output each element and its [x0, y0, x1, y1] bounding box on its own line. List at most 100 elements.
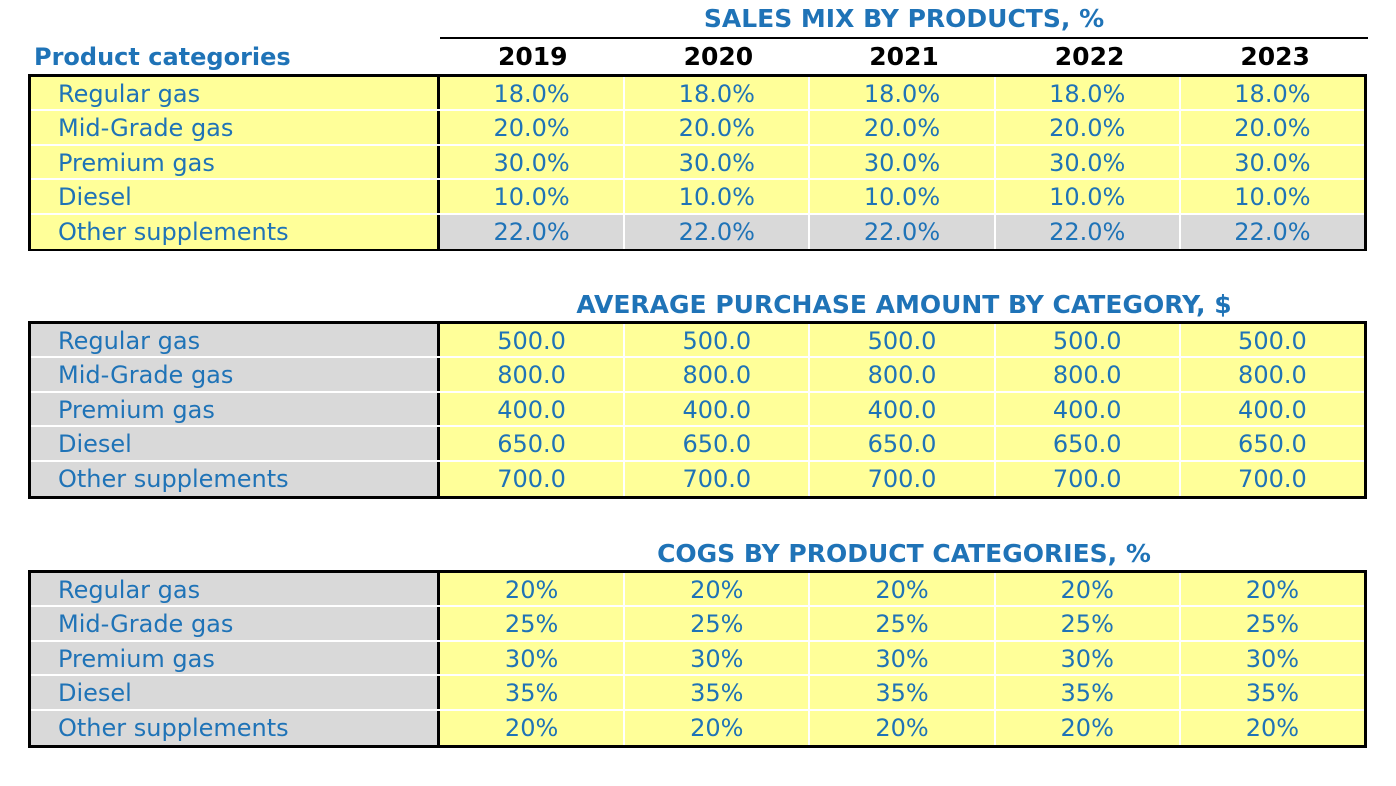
table-cell[interactable]: 20%: [1180, 573, 1365, 606]
table-cell[interactable]: 20%: [625, 710, 811, 745]
row-label: Diesel: [31, 427, 440, 460]
table-cell[interactable]: 700.0: [625, 461, 811, 496]
table-cell[interactable]: 20.0%: [1180, 111, 1365, 144]
table-cell[interactable]: 18.0%: [1180, 77, 1365, 110]
table-cell[interactable]: 10.0%: [440, 180, 626, 213]
table-row: Diesel 35% 35% 35% 35% 35%: [31, 676, 1365, 711]
table-cell[interactable]: 400.0: [995, 392, 1181, 426]
table-cell[interactable]: 18.0%: [625, 77, 811, 110]
table-cell[interactable]: 400.0: [810, 392, 996, 426]
table-cell: 22.0%: [625, 214, 811, 249]
table-cell[interactable]: 400.0: [625, 392, 811, 426]
table-cell[interactable]: 30%: [440, 641, 626, 675]
cogs-table: Regular gas 20% 20% 20% 20% 20% Mid-Grad…: [28, 570, 1367, 748]
row-label: Diesel: [31, 180, 440, 213]
table-cell[interactable]: 800.0: [1180, 358, 1365, 391]
sales-mix-title: SALES MIX BY PRODUCTS, %: [703, 4, 1105, 33]
table-cell[interactable]: 30%: [1180, 641, 1365, 675]
table-cell[interactable]: 30.0%: [810, 145, 996, 179]
table-cell[interactable]: 25%: [1180, 607, 1365, 640]
table-cell[interactable]: 25%: [995, 607, 1181, 640]
table-cell[interactable]: 20%: [440, 710, 626, 745]
table-cell: 22.0%: [1180, 214, 1365, 249]
table-cell[interactable]: 35%: [440, 676, 626, 709]
table-cell[interactable]: 650.0: [440, 427, 626, 460]
table-row: Regular gas 20% 20% 20% 20% 20%: [31, 573, 1365, 608]
table-row: Regular gas 500.0 500.0 500.0 500.0 500.…: [31, 324, 1365, 359]
year-header: 2019: [498, 42, 568, 71]
table-cell[interactable]: 30.0%: [625, 145, 811, 179]
table-cell[interactable]: 700.0: [810, 461, 996, 496]
table-row: Regular gas 18.0% 18.0% 18.0% 18.0% 18.0…: [31, 77, 1365, 112]
table-cell[interactable]: 25%: [440, 607, 626, 640]
table-cell[interactable]: 20.0%: [810, 111, 996, 144]
product-categories-header: Product categories: [34, 43, 291, 71]
row-label: Mid-Grade gas: [31, 111, 440, 144]
year-header: 2020: [683, 42, 754, 71]
row-label: Mid-Grade gas: [31, 607, 440, 640]
avg-purchase-table: Regular gas 500.0 500.0 500.0 500.0 500.…: [28, 321, 1367, 499]
table-cell[interactable]: 18.0%: [440, 77, 626, 110]
table-cell[interactable]: 35%: [995, 676, 1181, 709]
header-rule: [440, 37, 1368, 39]
table-cell[interactable]: 10.0%: [995, 180, 1181, 213]
table-row: Diesel 650.0 650.0 650.0 650.0 650.0: [31, 427, 1365, 462]
table-cell[interactable]: 30.0%: [1180, 145, 1365, 179]
table-cell[interactable]: 10.0%: [810, 180, 996, 213]
table-cell[interactable]: 20.0%: [440, 111, 626, 144]
table-cell[interactable]: 20%: [995, 573, 1181, 606]
table-cell[interactable]: 18.0%: [995, 77, 1181, 110]
table-cell[interactable]: 25%: [625, 607, 811, 640]
table-cell[interactable]: 30.0%: [995, 145, 1181, 179]
table-cell[interactable]: 35%: [1180, 676, 1365, 709]
table-cell[interactable]: 10.0%: [1180, 180, 1365, 213]
row-label: Premium gas: [31, 392, 440, 426]
table-cell[interactable]: 20%: [995, 710, 1181, 745]
table-cell[interactable]: 800.0: [440, 358, 626, 391]
table-cell: 22.0%: [995, 214, 1181, 249]
table-cell[interactable]: 30.0%: [440, 145, 626, 179]
table-cell[interactable]: 20%: [810, 573, 996, 606]
table-cell[interactable]: 800.0: [625, 358, 811, 391]
table-cell[interactable]: 800.0: [810, 358, 996, 391]
table-row: Premium gas 400.0 400.0 400.0 400.0 400.…: [31, 392, 1365, 428]
table-cell[interactable]: 500.0: [1180, 324, 1365, 357]
table-cell[interactable]: 650.0: [625, 427, 811, 460]
table-cell[interactable]: 700.0: [1180, 461, 1365, 496]
table-cell[interactable]: 650.0: [1180, 427, 1365, 460]
table-cell[interactable]: 500.0: [625, 324, 811, 357]
table-cell[interactable]: 500.0: [440, 324, 626, 357]
table-cell[interactable]: 35%: [810, 676, 996, 709]
table-cell[interactable]: 30%: [995, 641, 1181, 675]
year-header: 2021: [869, 42, 939, 71]
table-cell[interactable]: 400.0: [1180, 392, 1365, 426]
table-cell[interactable]: 10.0%: [625, 180, 811, 213]
table-cell[interactable]: 400.0: [440, 392, 626, 426]
table-row: Premium gas 30% 30% 30% 30% 30%: [31, 641, 1365, 677]
table-cell[interactable]: 700.0: [440, 461, 626, 496]
table-cell[interactable]: 650.0: [810, 427, 996, 460]
table-row: Diesel 10.0% 10.0% 10.0% 10.0% 10.0%: [31, 180, 1365, 215]
row-label: Premium gas: [31, 641, 440, 675]
table-row: Other supplements 22.0% 22.0% 22.0% 22.0…: [31, 214, 1365, 249]
table-cell[interactable]: 18.0%: [810, 77, 996, 110]
table-cell[interactable]: 700.0: [995, 461, 1181, 496]
table-cell[interactable]: 35%: [625, 676, 811, 709]
sales-mix-table: Regular gas 18.0% 18.0% 18.0% 18.0% 18.0…: [28, 74, 1367, 251]
table-cell[interactable]: 20.0%: [995, 111, 1181, 144]
table-cell[interactable]: 800.0: [995, 358, 1181, 391]
table-cell[interactable]: 20%: [810, 710, 996, 745]
table-cell[interactable]: 30%: [625, 641, 811, 675]
table-cell[interactable]: 20%: [440, 573, 626, 606]
table-cell[interactable]: 30%: [810, 641, 996, 675]
table-cell[interactable]: 20.0%: [625, 111, 811, 144]
table-cell[interactable]: 500.0: [810, 324, 996, 357]
table-cell[interactable]: 20%: [1180, 710, 1365, 745]
table-cell[interactable]: 650.0: [995, 427, 1181, 460]
table-cell[interactable]: 25%: [810, 607, 996, 640]
row-label: Mid-Grade gas: [31, 358, 440, 391]
table-cell[interactable]: 20%: [625, 573, 811, 606]
avg-purchase-title: AVERAGE PURCHASE AMOUNT BY CATEGORY, $: [576, 290, 1232, 319]
table-cell[interactable]: 500.0: [995, 324, 1181, 357]
table-row: Premium gas 30.0% 30.0% 30.0% 30.0% 30.0…: [31, 145, 1365, 181]
